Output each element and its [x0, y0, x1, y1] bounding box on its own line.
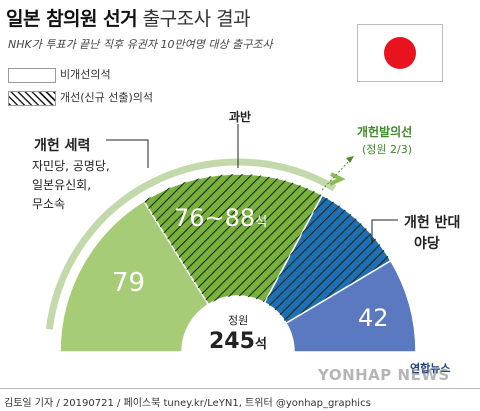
segment-label-anti-non-reform: 42 [358, 304, 389, 332]
pro-member-3: 무소속 [32, 197, 66, 211]
footer-credit: 김토일 기자 / 20190721 / 페이스북 tuney.kr/LeYN1,… [4, 398, 371, 409]
segment-label-pro-reform: 76~88석 [174, 204, 267, 232]
arc-arrowhead [329, 172, 346, 186]
watermark: YONHAP NEWS [318, 366, 450, 384]
page-title: 일본 참의원 선거 출구조사 결과 [6, 4, 251, 31]
legend-non-reform: 비개선의석 [8, 66, 111, 83]
pro-member-1: 자민당, 공명당, [32, 159, 110, 173]
segment-value-pro-reform: 76~88 [174, 204, 256, 232]
footer: 김토일 기자 / 20190721 / 페이스북 tuney.kr/LeYN1,… [0, 388, 480, 411]
agency-logo: 연합뉴스 [410, 362, 451, 375]
pro-group-title: 개헌 세력 [34, 138, 91, 154]
legend-swatch-plain [8, 67, 56, 83]
segment-anti-non-reform [285, 259, 417, 353]
segment-hatch-anti-reform [264, 195, 391, 324]
majority-label: 과반 [229, 110, 252, 124]
legend-non-reform-label: 비개선의석 [60, 68, 111, 81]
anti-group-line1: 개헌 반대 [404, 215, 461, 231]
center-total: 245석 [209, 329, 267, 354]
majority-arc [45, 158, 337, 330]
chart-segments [59, 173, 417, 353]
segment-hatch-pro-reform [143, 173, 323, 305]
anti-group-line2: 야당 [414, 236, 440, 252]
segment-label-pro-non-reform: 79 [112, 268, 146, 298]
legend-reform-label: 개선(신규 선출)의석 [60, 91, 154, 104]
pro-member-2: 일본유신회, [32, 178, 92, 192]
japan-flag-icon [357, 24, 443, 82]
two-thirds-line [321, 159, 351, 191]
segment-unit-pro-reform: 석 [255, 215, 268, 230]
title-main: 일본 참의원 선거 [6, 8, 138, 30]
center-caption: 정원 [228, 314, 249, 327]
legend-swatch-hatch [8, 90, 56, 106]
center-total-unit: 석 [254, 337, 267, 352]
anti-group-leader [371, 219, 398, 244]
center-total-value: 245 [209, 329, 255, 354]
subtitle: NHK가 투표가 끝난 직후 유권자 10만여명 대상 출구조사 [8, 38, 273, 51]
pro-group-leader [106, 139, 149, 168]
legend-reform: 개선(신규 선출)의석 [8, 89, 153, 106]
two-thirds-arrow [346, 156, 354, 163]
title-sub: 출구조사 결과 [142, 8, 251, 30]
amendment-line-label: 개헌발의선 [357, 125, 413, 139]
amendment-detail: (정원 2/3) [362, 143, 413, 156]
segment-pro-non-reform [59, 199, 210, 353]
